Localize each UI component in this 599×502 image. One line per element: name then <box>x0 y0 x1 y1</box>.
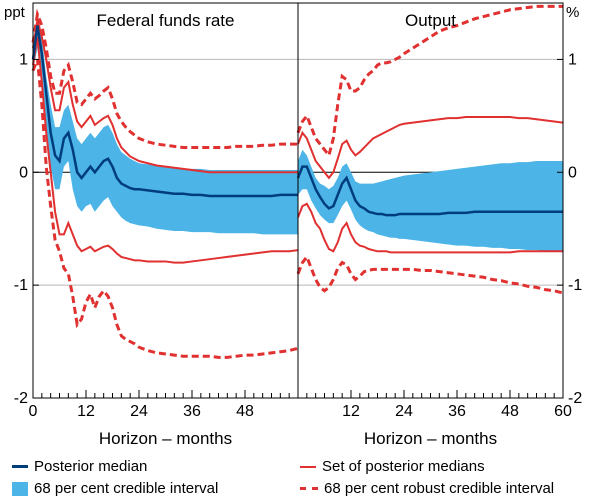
y-tick-label-right-neg2: -2 <box>568 390 582 407</box>
panel-title-output: Output <box>405 11 456 30</box>
x-tick-label-output-12: 12 <box>342 403 360 420</box>
legend-label-credible-interval: 68 per cent credible interval <box>34 480 219 497</box>
left-axis-unit: ppt <box>4 4 26 21</box>
x-axis-label-ffr: Horizon – months <box>99 429 232 448</box>
x-tick-label-ffr-0: 0 <box>29 403 38 420</box>
legend-item-set-of-posterior-medians: Set of posterior medians <box>300 458 485 475</box>
y-tick-label-right-neg1: -1 <box>568 277 582 294</box>
x-tick-label-ffr-36: 36 <box>183 403 201 420</box>
legend-item-credible-interval: 68 per cent credible interval <box>12 480 218 497</box>
y-tick-label-right-0: 0 <box>568 164 577 181</box>
legend-label-set-of-posterior-medians: Set of posterior medians <box>322 458 485 475</box>
set-medians-lower-ffr <box>32 36 299 264</box>
y-tick-label-left-neg2: -2 <box>14 390 28 407</box>
robust-lower-output <box>296 253 564 295</box>
legend-item-robust-credible-interval: 68 per cent robust credible interval <box>300 480 554 497</box>
panel-federal-funds-rate: 0 12 24 36 48 -2 -1 0 1 Federal funds rate Horizon… <box>14 2 299 448</box>
x-tick-label-ffr-12: 12 <box>77 403 95 420</box>
legend-label-posterior-median: Posterior median <box>34 458 148 475</box>
panel-title-ffr: Federal funds rate <box>97 11 235 30</box>
legend-item-posterior-median: Posterior median <box>12 458 147 475</box>
x-tick-label-output-48: 48 <box>501 403 519 420</box>
set-medians-upper-ffr <box>32 19 298 174</box>
robust-upper-ffr <box>31 8 298 149</box>
credible-band-output <box>298 149 563 253</box>
legend-label-robust-credible-interval: 68 per cent robust credible interval <box>324 480 555 497</box>
panel-output: 12 24 36 48 60-2 -1 0 1 Output Horizon – months <box>296 2 582 448</box>
right-axis-unit: % <box>566 4 579 21</box>
legend-swatch-fill-blue <box>12 481 28 496</box>
legend-swatch-solid-red <box>300 465 316 468</box>
x-tick-label-output-24: 24 <box>395 403 413 420</box>
legend-swatch-solid-navy <box>12 465 28 468</box>
y-tick-label-right-1: 1 <box>568 51 577 68</box>
x-tick-label-output-60: 60 <box>554 403 572 420</box>
y-tick-label-left-1: 1 <box>19 51 28 68</box>
posterior-median-ffr <box>31 25 298 198</box>
robust-lower-ffr <box>31 58 299 359</box>
x-tick-label-output-36: 36 <box>448 403 466 420</box>
credible-band-ffr <box>33 14 298 235</box>
legend-swatch-dashed-red <box>300 487 318 490</box>
robust-upper-output <box>296 4 563 159</box>
y-tick-label-left-neg1: -1 <box>14 277 28 294</box>
y-tick-label-left-0: 0 <box>19 164 28 181</box>
x-tick-label-ffr-48: 48 <box>236 403 254 420</box>
x-axis-label-output: Horizon – months <box>364 429 497 448</box>
posterior-median-output <box>296 165 563 217</box>
set-medians-upper-output <box>297 115 564 180</box>
x-tick-label-ffr-24: 24 <box>130 403 148 420</box>
set-medians-lower-output <box>297 202 563 254</box>
